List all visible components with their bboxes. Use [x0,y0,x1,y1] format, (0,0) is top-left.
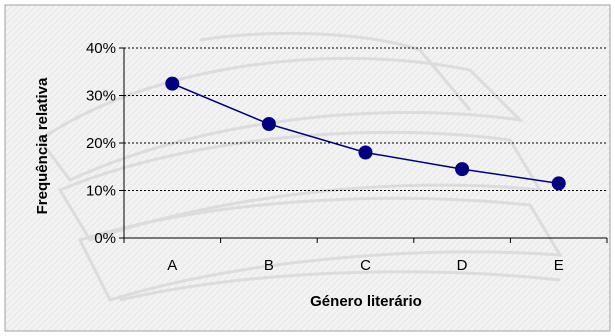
y-tick-label-40: 40% [86,40,116,57]
y-tick-label-0: 0% [94,230,116,247]
x-tick-label-A: A [167,257,177,274]
x-tick-labels: A B C D E [167,257,563,274]
x-tick-label-E: E [554,257,564,274]
series-line-group [165,76,566,191]
axes [119,47,608,243]
data-point-D [455,162,470,177]
y-tick-label-30: 30% [86,88,116,105]
x-tick-label-D: D [457,257,468,274]
data-point-B [261,117,276,131]
data-point-A [165,76,180,91]
data-point-C [358,145,373,160]
data-point-E [551,176,566,191]
x-axis-title: Género literário [310,293,422,310]
gridlines [124,47,607,191]
y-tick-label-20: 20% [86,135,116,152]
x-tick-label-B: B [264,257,274,274]
x-tick-label-C: C [360,257,371,274]
y-tick-labels: 0% 10% 20% 30% 40% [86,40,116,247]
y-tick-label-10: 10% [86,183,116,200]
y-axis-title: Frequência relativa [34,77,51,214]
